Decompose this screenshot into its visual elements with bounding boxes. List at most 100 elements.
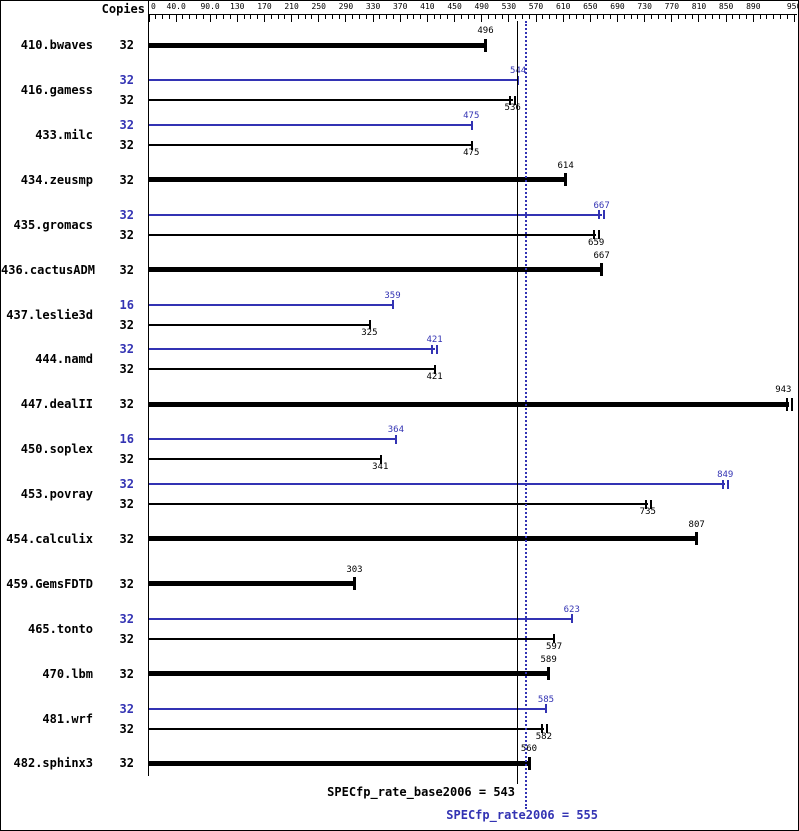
- axis-tick: [454, 15, 456, 22]
- axis-tick-label: 410: [420, 2, 435, 11]
- axis-tick: [291, 15, 293, 22]
- axis-tick: [528, 15, 530, 19]
- bar-end-tick: [353, 577, 357, 591]
- copies-value: 32: [119, 207, 134, 222]
- axis-tick: [617, 15, 618, 22]
- axis-tick: [175, 15, 177, 22]
- axis-tick: [229, 15, 231, 19]
- bar-value: 807: [688, 519, 705, 530]
- bar-value: 421: [426, 335, 443, 346]
- axis-tick: [759, 15, 761, 19]
- error-range-marker: [509, 95, 517, 105]
- bar-value: 364: [387, 425, 405, 436]
- axis-tick: [304, 15, 306, 19]
- axis-tick: [406, 15, 408, 19]
- axis-tick: [318, 15, 320, 22]
- bar-value: 536: [504, 103, 521, 114]
- copies-value: 32: [119, 721, 134, 736]
- copies-value: 32: [119, 38, 134, 53]
- bar-end-tick: [600, 263, 604, 277]
- axis-tick: [623, 15, 625, 19]
- error-range-marker: [540, 724, 548, 733]
- benchmark-label: 433.milc: [35, 128, 93, 143]
- bar-value: 303: [346, 564, 363, 575]
- axis-tick: [678, 15, 680, 19]
- copies-value: 32: [119, 477, 134, 492]
- copies-value: 32: [119, 576, 134, 591]
- axis-tick-label: 570: [528, 2, 544, 11]
- bar-value: 735: [639, 507, 656, 518]
- bar-end-tick: [527, 756, 531, 770]
- axis-tick-label: 850: [718, 2, 734, 11]
- bar-value: 623: [563, 604, 580, 615]
- axis-tick-label: 650: [583, 2, 598, 11]
- axis-tick: [474, 15, 476, 19]
- base-bar: [149, 536, 697, 542]
- bar-value: 325: [361, 327, 378, 338]
- bar-end-tick: [395, 434, 398, 444]
- benchmark-label: 447.dealII: [20, 397, 93, 412]
- axis-tick: [793, 15, 795, 22]
- axis-tick: [467, 15, 469, 19]
- axis-tick-label: 40.0: [166, 2, 186, 11]
- axis-tick: [297, 15, 299, 19]
- benchmark-label: 436.cactusADM: [1, 262, 95, 277]
- axis-tick: [732, 15, 734, 19]
- copies-column-header: Copies: [101, 2, 145, 16]
- benchmark-label: 481.wrf: [42, 711, 93, 726]
- axis-tick-label: 0: [151, 2, 156, 11]
- peak-bar: [149, 707, 547, 710]
- axis-tick: [766, 15, 768, 19]
- axis-tick-label: 530: [501, 2, 517, 11]
- axis-tick: [182, 15, 184, 19]
- base-bar: [149, 99, 513, 102]
- axis-tick: [189, 15, 191, 19]
- axis-tick-label: 90.0: [200, 2, 220, 11]
- copies-value: 16: [119, 297, 134, 312]
- axis-tick: [698, 15, 700, 22]
- bar-end-tick: [564, 173, 568, 187]
- axis-tick: [610, 15, 612, 19]
- axis-tick: [718, 15, 720, 19]
- bar-value: 667: [593, 200, 610, 211]
- benchmark-label: 410.bwaves: [20, 38, 93, 53]
- axis-tick: [664, 15, 666, 19]
- axis-tick: [630, 15, 632, 19]
- benchmark-label: 416.gamess: [20, 83, 93, 98]
- axis-tick: [345, 15, 347, 22]
- bar-value: 475: [463, 111, 480, 122]
- axis-tick: [338, 15, 340, 19]
- copies-value: 32: [119, 701, 134, 716]
- benchmark-label: 459.GemsFDTD: [6, 576, 93, 591]
- base-bar: [149, 144, 472, 147]
- benchmark-label: 453.povray: [20, 487, 93, 502]
- axis-tick: [644, 15, 646, 22]
- base-bar: [149, 671, 549, 677]
- copies-axis-divider-line: [148, 1, 149, 776]
- axis-tick-label: 770: [664, 2, 680, 11]
- axis-tick: [270, 15, 272, 19]
- benchmark-label: 435.gromacs: [13, 217, 93, 232]
- axis-tick: [583, 15, 585, 19]
- axis-tick: [576, 15, 578, 19]
- peak-bar: [149, 617, 573, 620]
- axis-tick: [712, 15, 714, 19]
- axis-tick-label: 170: [257, 2, 272, 11]
- base-bar: [149, 458, 381, 461]
- axis-tick: [657, 15, 659, 19]
- specfp-rate-base2006-summary: SPECfp_rate_base2006 = 543: [327, 785, 515, 799]
- axis-tick: [501, 15, 503, 19]
- axis-tick: [705, 15, 707, 19]
- axis-tick: [684, 15, 686, 19]
- copies-value: 32: [119, 397, 134, 412]
- axis-tick: [365, 15, 367, 19]
- bar-value: 597: [545, 641, 563, 652]
- bar-value: 585: [537, 694, 555, 705]
- error-range-marker: [598, 210, 606, 220]
- axis-tick-label: 330: [365, 2, 381, 11]
- axis-tick: [542, 15, 544, 19]
- peak-bar: [149, 348, 435, 351]
- bar-value: 496: [477, 26, 494, 37]
- axis-tick: [569, 15, 571, 19]
